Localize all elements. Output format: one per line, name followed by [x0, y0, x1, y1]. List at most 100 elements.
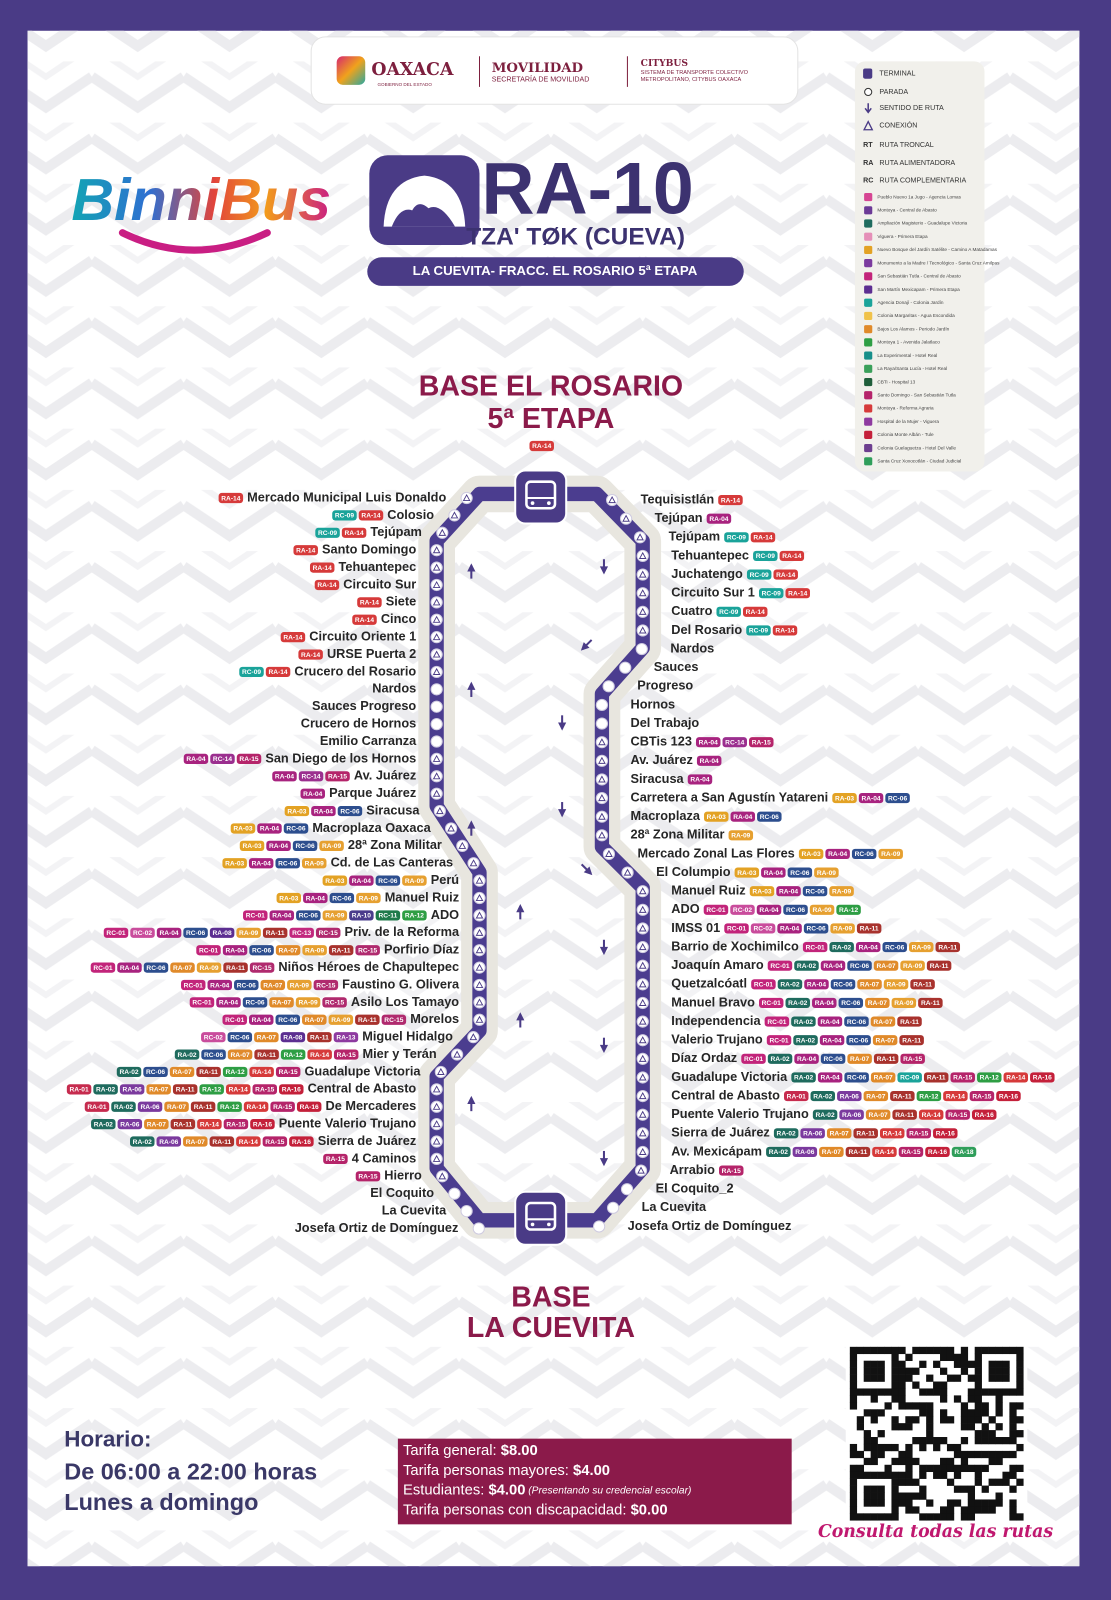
- qr-module: [981, 1388, 989, 1396]
- connection-label: RA-01: [87, 1104, 106, 1111]
- connection-label: RA-14: [355, 617, 374, 624]
- fare-value: $4.00: [488, 1483, 525, 1499]
- qr-module: [863, 1388, 871, 1396]
- connection-badge: [935, 941, 961, 953]
- stop-name: Hornos: [630, 696, 675, 711]
- connection-label: RC-09: [756, 553, 775, 560]
- connection-badge: [1003, 1072, 1029, 1083]
- connection-label: RA-02: [813, 1093, 832, 1100]
- connection-badge: [945, 1109, 970, 1120]
- connection-icon: [436, 807, 444, 815]
- stop-name: Nardos: [670, 640, 714, 655]
- connection-icon: [432, 546, 441, 554]
- qr-module: [849, 1485, 858, 1493]
- connection-badge: [265, 666, 291, 678]
- connection-badge: [758, 588, 784, 599]
- stop-name: ADO: [671, 901, 699, 916]
- connection-label: RC-06: [204, 1052, 223, 1059]
- qr-module: [1009, 1388, 1017, 1396]
- connection-badge: [156, 1136, 182, 1147]
- stop-name: Parque Juárez: [329, 785, 416, 800]
- connection-badge: [328, 945, 354, 956]
- stop-name: Central de Abasto: [308, 1081, 417, 1096]
- qr-module: [870, 1513, 878, 1521]
- qr-module: [863, 1437, 871, 1445]
- connection-label: RA-12: [220, 1104, 239, 1111]
- qr-module: [912, 1506, 920, 1514]
- qr-module: [891, 1381, 899, 1389]
- connection-label: RA-07: [305, 1017, 324, 1024]
- connection-label: RC-02: [733, 907, 752, 914]
- connection-badge: [249, 962, 275, 973]
- connection-label: RA-14: [1006, 1075, 1025, 1082]
- connection-label: RA-09: [894, 1000, 913, 1007]
- qr-module: [974, 1409, 982, 1417]
- connection-label: RA-07: [850, 1056, 869, 1063]
- stop-name: IMSS 01: [671, 920, 720, 935]
- qr-module: [940, 1381, 948, 1389]
- connection-badge: [257, 823, 282, 834]
- qr-module: [863, 1374, 871, 1382]
- connection-icon: [432, 789, 441, 797]
- connection-label: RA-12: [202, 1087, 221, 1094]
- connection-label: RC-15: [358, 947, 377, 954]
- connection-badge: [275, 1066, 301, 1078]
- cave-rocks: [391, 204, 456, 227]
- connection-badge: [315, 927, 341, 938]
- connection-label: RA-02: [794, 1075, 813, 1082]
- connection-badge: [249, 1066, 274, 1078]
- qr-module: [933, 1443, 941, 1452]
- connection-label: RA-14: [345, 530, 364, 537]
- connection-label: RA-04: [120, 965, 139, 972]
- qr-module: [967, 1423, 976, 1431]
- brand-smile: [118, 229, 271, 254]
- connection-badge: [764, 1016, 790, 1027]
- route-name: TZA' TØK (CUEVA): [466, 223, 685, 250]
- connection-label: RC-06: [847, 1075, 866, 1082]
- connection-label: RA-14: [746, 609, 765, 616]
- connection-icon: [638, 1017, 647, 1025]
- qr-module: [898, 1423, 906, 1431]
- connection-badge: [933, 1128, 958, 1139]
- connection-badge: [289, 927, 314, 938]
- connection-label: RA-11: [856, 1131, 875, 1138]
- legend-route: Ampliación Magisterio - Guadalupe Victor…: [877, 221, 967, 226]
- connection-badge: [794, 960, 819, 971]
- qr-module: [974, 1450, 982, 1459]
- qr-module: [919, 1437, 927, 1445]
- connection-label: RA-04: [780, 926, 799, 933]
- qr-module: [960, 1360, 969, 1368]
- connection-badge: [322, 997, 347, 1008]
- connection-label: RA-07: [149, 1087, 168, 1094]
- connection-label: RA-04: [303, 791, 322, 798]
- qr-module: [898, 1346, 906, 1355]
- qr-module: [912, 1402, 920, 1410]
- connection-label: RA-04: [186, 756, 205, 763]
- connection-icon: [469, 859, 478, 867]
- direction-arrow: [467, 681, 476, 690]
- qr-module: [891, 1499, 899, 1507]
- qr-module: [995, 1360, 1003, 1368]
- connection-badge: [785, 997, 810, 1009]
- connection-badge: [718, 494, 743, 506]
- connection-badge: [722, 737, 747, 748]
- connection-badge: [322, 910, 348, 921]
- connection-label: RA-06: [842, 1112, 861, 1119]
- connection-label: RC-14: [725, 739, 744, 746]
- connection-badge: [280, 1032, 306, 1043]
- connection-label: RA-12: [839, 907, 858, 914]
- connection-badge: [328, 1014, 354, 1025]
- connection-label: RA-04: [861, 795, 880, 802]
- connection-badge: [223, 962, 248, 973]
- connection-label: RC-15: [253, 965, 272, 972]
- qr-module: [870, 1443, 878, 1452]
- connection-badge: [355, 1171, 381, 1182]
- connection-label: RA-09: [331, 1017, 350, 1024]
- connection-badge: [829, 941, 854, 953]
- connection-icon: [638, 626, 647, 634]
- connection-label: RA-03: [287, 808, 306, 815]
- connection-icon: [432, 1137, 441, 1145]
- connection-badge: [704, 811, 729, 822]
- connection-badge: [812, 997, 837, 1009]
- connection-label: RA-07: [874, 1075, 893, 1082]
